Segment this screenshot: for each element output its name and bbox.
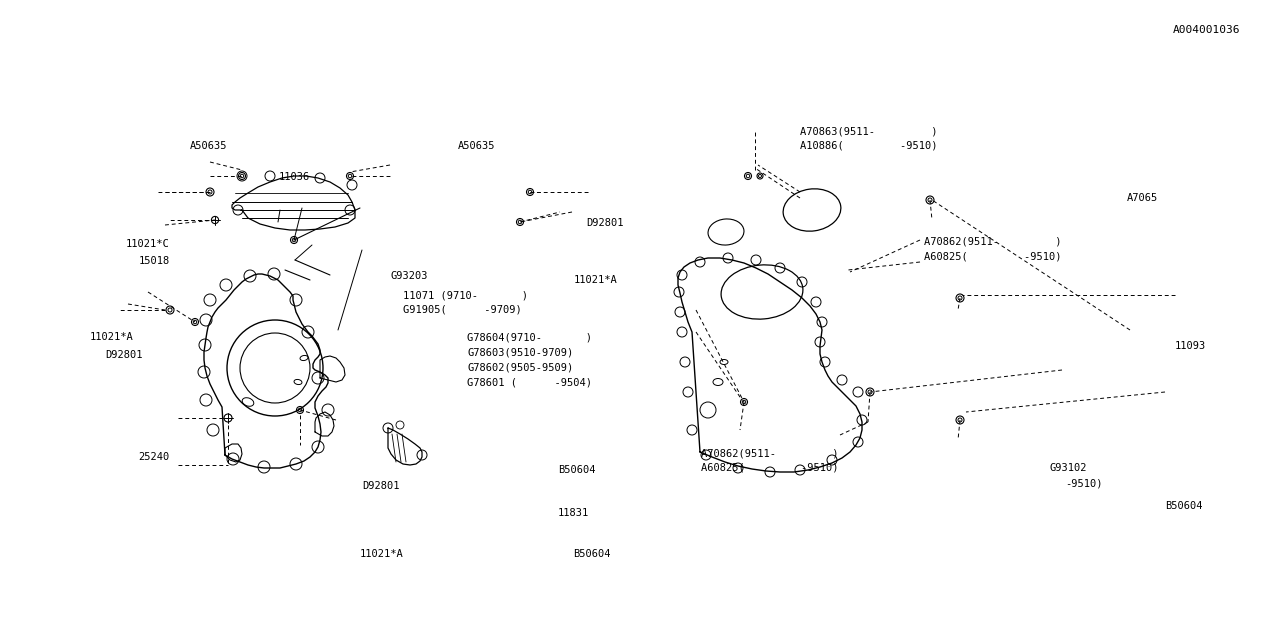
Text: G78601 (      -9504): G78601 ( -9504) <box>467 377 593 387</box>
Text: A60825(         -9510): A60825( -9510) <box>924 251 1061 261</box>
Text: 11021*A: 11021*A <box>360 548 403 559</box>
Text: 11021*A: 11021*A <box>573 275 617 285</box>
Text: A004001036: A004001036 <box>1172 25 1240 35</box>
Text: 11036: 11036 <box>279 172 310 182</box>
Text: A7065: A7065 <box>1126 193 1157 204</box>
Text: 11021*A: 11021*A <box>90 332 133 342</box>
Text: 11071 (9710-       ): 11071 (9710- ) <box>403 291 529 301</box>
Text: D92801: D92801 <box>586 218 623 228</box>
Text: G78602(9505-9509): G78602(9505-9509) <box>467 362 573 372</box>
Text: B50604: B50604 <box>1165 500 1202 511</box>
Text: B50604: B50604 <box>573 548 611 559</box>
Text: D92801: D92801 <box>362 481 399 492</box>
Text: A70862(9511-         ): A70862(9511- ) <box>924 237 1061 247</box>
Text: 11831: 11831 <box>558 508 589 518</box>
Text: G78604(9710-       ): G78604(9710- ) <box>467 333 593 343</box>
Text: A10886(         -9510): A10886( -9510) <box>800 141 937 151</box>
Text: G93102: G93102 <box>1050 463 1087 474</box>
Text: B50604: B50604 <box>558 465 595 476</box>
Text: A50635: A50635 <box>189 141 227 151</box>
Text: G78603(9510-9709): G78603(9510-9709) <box>467 348 573 358</box>
Text: G93203: G93203 <box>390 271 428 282</box>
Text: G91905(      -9709): G91905( -9709) <box>403 305 522 315</box>
Text: 11021*C: 11021*C <box>125 239 169 249</box>
Text: -9510): -9510) <box>1065 479 1102 489</box>
Text: 11093: 11093 <box>1175 340 1206 351</box>
Text: A60825(         -9510): A60825( -9510) <box>701 462 838 472</box>
Text: D92801: D92801 <box>105 349 142 360</box>
Text: A70863(9511-         ): A70863(9511- ) <box>800 126 937 136</box>
Text: A50635: A50635 <box>458 141 495 151</box>
Text: 15018: 15018 <box>138 256 169 266</box>
Text: 25240: 25240 <box>138 452 169 462</box>
Text: A70862(9511-         ): A70862(9511- ) <box>701 448 838 458</box>
